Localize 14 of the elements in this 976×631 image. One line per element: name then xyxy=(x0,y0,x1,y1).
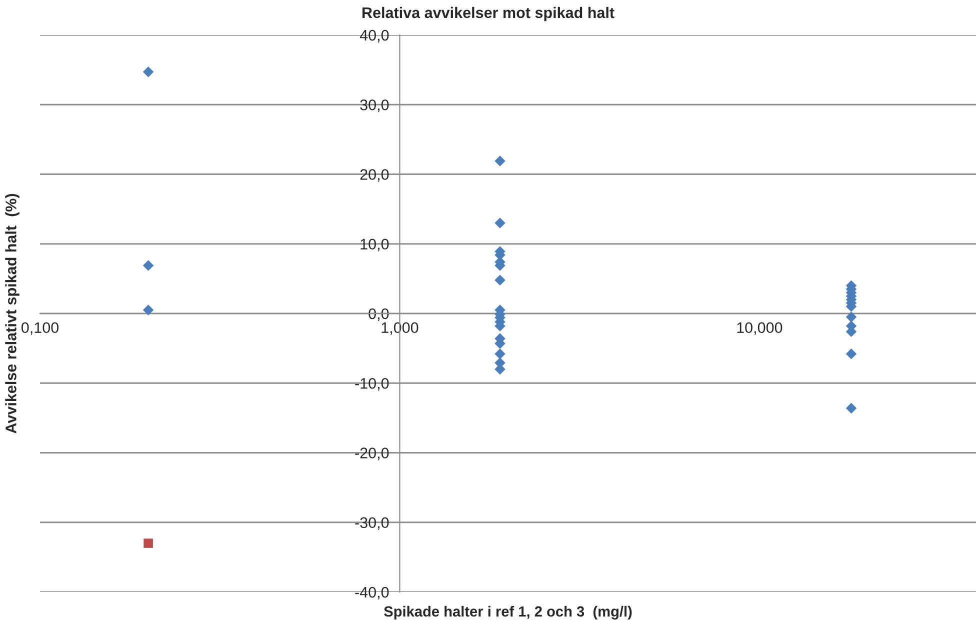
y-tick-label: -10,0 xyxy=(355,378,389,391)
y-tick-label: 10,0 xyxy=(360,238,389,252)
y-tick-label: 40,0 xyxy=(360,30,389,42)
y-tick-label: -40,0 xyxy=(355,586,389,600)
x-tick-label: 1,000 xyxy=(382,322,418,335)
y-tick-label: 20,0 xyxy=(360,169,389,182)
y-tick-label: -20,0 xyxy=(355,448,389,460)
y-tick-label: -30,0 xyxy=(355,517,389,530)
x-tick-label: 0,100 xyxy=(21,322,59,335)
y-tick-label: 30,0 xyxy=(360,99,389,112)
chart-title: Relativa avvikelser mot spikad halt xyxy=(362,6,614,22)
x-tick-label: 10,000 xyxy=(737,322,782,335)
y-axis-title: Avvikelse relativt spikad halt (%) xyxy=(5,194,20,434)
x-axis-title: Spikade halter i ref 1, 2 och 3 (mg/l) xyxy=(384,606,632,620)
